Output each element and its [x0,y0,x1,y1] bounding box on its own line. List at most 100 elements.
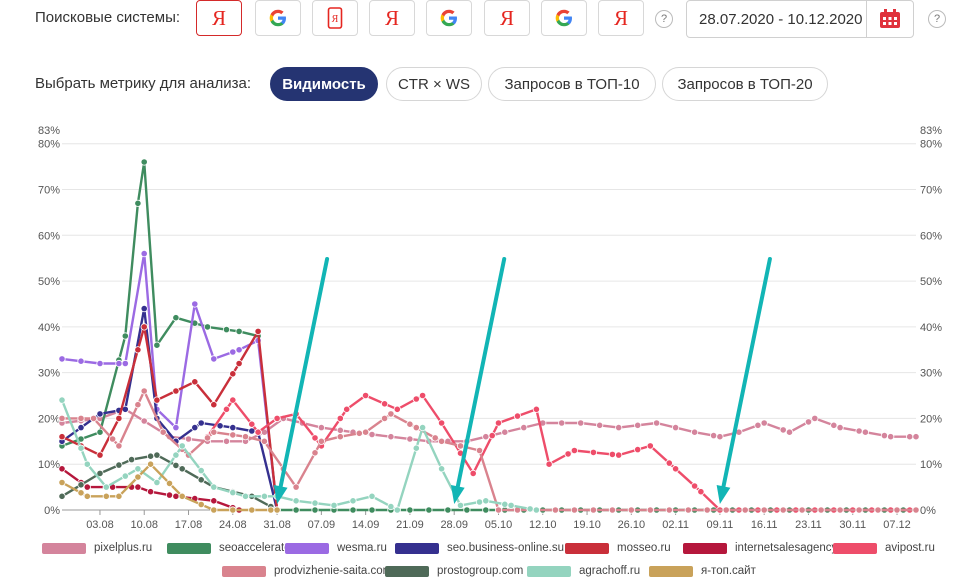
x-tick-label: 12.10 [529,519,557,531]
legend-label: agrachoff.ru [579,565,641,577]
legend-label: avipost.ru [885,542,935,554]
series-point [855,427,863,435]
series-point [292,506,300,514]
legend-item[interactable]: internetsalesagency.ru [683,542,850,554]
legend-item[interactable]: seo.business-online.su [395,542,564,554]
series-point [608,450,617,458]
engine-button[interactable] [426,0,472,36]
date-range-picker[interactable]: 28.07.2020 - 10.12.2020 [686,0,914,38]
series-point [172,314,180,322]
legend-swatch [683,542,727,554]
series-point [589,506,598,514]
series-point [779,426,787,434]
engine-button[interactable] [541,0,587,36]
legend-label: prostogroup.com [437,565,524,577]
series-point [153,341,161,349]
legend-item[interactable]: prodvizhenie-saita.com [222,565,392,577]
series-point [229,396,237,404]
series-point [551,506,560,514]
yandex-icon: Я [613,5,628,30]
y-tick-label-right: 30% [920,368,942,380]
calendar-icon[interactable] [866,1,913,37]
engine-button[interactable]: Я [369,0,415,36]
series-point [804,418,813,426]
legend-label: internetsalesagency.ru [735,542,850,554]
y-tick-label-left: 50% [38,276,60,288]
legend-item[interactable]: mosseo.ru [565,542,671,554]
series-point [134,199,142,207]
series-point [140,387,148,395]
legend-item[interactable]: pixelplus.ru [42,542,152,554]
series-point [615,423,623,432]
y-tick-label-right: 60% [920,230,942,242]
legend-item[interactable]: agrachoff.ru [527,565,640,577]
engine-help-icon[interactable]: ? [655,10,673,28]
series-point [115,461,123,469]
series-point [83,483,91,491]
series-point [444,506,452,514]
series-point [77,423,85,432]
metric-pill[interactable]: Видимость [270,67,378,101]
series-point [153,396,161,404]
series-point [406,435,414,443]
series-point [349,497,357,505]
yandex-icon: Я [384,5,399,30]
series-point [634,445,642,454]
metric-label: Выбрать метрику для анализа: [35,75,252,92]
legend-label: mosseo.ru [617,542,671,554]
series-point [115,359,123,368]
series-point [418,391,427,400]
series-point [507,501,515,509]
series-point [229,431,237,439]
series-point [880,431,889,440]
series-point [646,442,654,450]
series-point [121,332,129,340]
series-point [58,465,66,473]
legend-item[interactable]: я-топ.сайт [649,565,756,577]
series-point [96,469,104,477]
y-tick-label-left: 0% [44,505,60,517]
legend-item[interactable]: avipost.ru [833,542,935,554]
svg-text:Я: Я [332,14,339,25]
engine-button[interactable]: Я [196,0,242,36]
series-point [690,482,699,490]
series-point [197,476,205,484]
yandex-mobile-icon: Я [327,7,343,29]
metric-pill[interactable]: CTR × WS [386,67,482,101]
series-point [387,410,395,418]
series-point [248,420,256,428]
yandex-icon: Я [499,5,514,30]
x-tick-label: 26.10 [618,519,646,531]
series-point [96,428,104,436]
annotation-arrows [273,257,772,504]
series-point [690,428,699,436]
series-point [368,430,376,439]
google-icon [554,8,574,28]
series-point [469,469,477,477]
legend-item[interactable]: prostogroup.com [385,565,523,577]
search-engines-row: Поисковые системы: Я Я Я Я Я ? 28.07.2020 - … [0,0,980,40]
series-point [222,405,231,413]
series-point [96,410,104,418]
metric-pill[interactable]: Запросов в ТОП-20 [662,67,828,101]
series-point [229,506,237,514]
series-point [210,497,218,505]
series [58,405,920,445]
engine-button[interactable]: Я [598,0,644,36]
series-point [58,355,66,363]
series-point [671,465,680,473]
engine-button[interactable]: Я [484,0,530,36]
series-point [311,449,319,457]
date-help-icon[interactable]: ? [928,10,946,28]
series-point [494,419,503,427]
legend-item[interactable]: wesma.ru [285,542,387,554]
series-point [380,414,389,422]
series-point [570,506,579,514]
engine-button[interactable] [255,0,301,36]
series-point [77,489,85,497]
x-tick-label: 03.08 [86,519,114,531]
metric-pill[interactable]: Запросов в ТОП-10 [488,67,656,101]
annotation-arrow [716,257,772,504]
engine-button[interactable]: Я [312,0,358,36]
series-point [615,451,623,459]
